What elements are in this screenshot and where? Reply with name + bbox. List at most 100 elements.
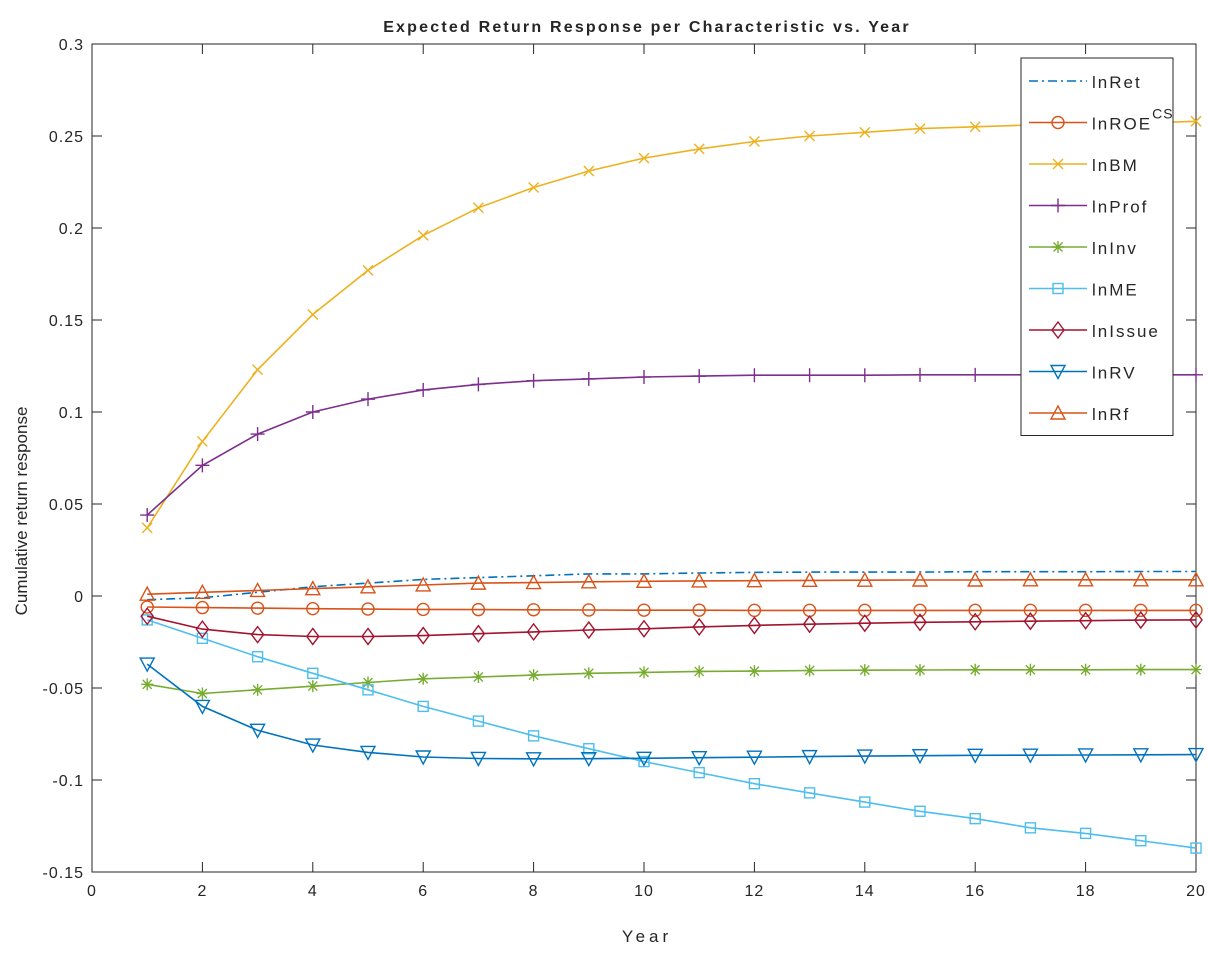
data-point-lnroe xyxy=(968,603,982,618)
data-point-lnme xyxy=(1079,827,1092,840)
data-point-lninv xyxy=(472,670,485,683)
data-point-lnissue xyxy=(250,625,265,644)
legend-marker-lnbm xyxy=(1052,158,1064,170)
data-point-lnbm xyxy=(583,165,595,177)
x-tick-label: 12 xyxy=(745,883,765,900)
data-point-lnroe xyxy=(582,603,596,617)
data-point-lnme xyxy=(914,805,926,817)
data-point-lnrf xyxy=(801,571,818,588)
data-point-lnprof xyxy=(471,377,486,392)
data-point-lninv xyxy=(196,687,209,700)
data-point-lnrf xyxy=(194,583,211,600)
data-point-lninv xyxy=(748,665,761,678)
data-point-lnme xyxy=(748,777,761,790)
x-axis-title: Year xyxy=(622,927,672,946)
data-point-lnprof xyxy=(195,458,210,473)
data-point-lnroe xyxy=(1189,603,1203,618)
series-lnrv xyxy=(139,657,1205,768)
data-point-lnrv xyxy=(249,723,266,739)
data-point-lnrf xyxy=(139,585,156,601)
data-point-lnissue xyxy=(195,619,210,639)
data-point-lnprof xyxy=(747,368,762,383)
y-tick-label: 0 xyxy=(74,589,84,606)
data-point-lnroe xyxy=(306,601,320,616)
y-tick-label: -0.05 xyxy=(43,681,84,698)
data-point-lnrv xyxy=(856,749,873,765)
data-point-lnrf xyxy=(1187,571,1205,587)
data-point-lnrv xyxy=(1022,748,1039,764)
chart-title: Expected Return Response per Characteris… xyxy=(383,19,911,36)
data-point-lnme xyxy=(1024,822,1037,834)
data-point-lnme xyxy=(583,743,595,755)
data-point-lnrv xyxy=(470,751,487,767)
data-point-lnissue xyxy=(857,614,872,633)
data-point-lnbm xyxy=(472,202,484,214)
data-point-lnrf xyxy=(359,578,377,594)
data-point-lnissue xyxy=(637,619,651,638)
data-point-lnroe xyxy=(250,601,265,615)
x-tick-label: 14 xyxy=(855,883,875,900)
x-tick-label: 18 xyxy=(1076,883,1096,900)
data-point-lnroe xyxy=(1023,603,1038,618)
data-point-lnbm xyxy=(417,229,429,241)
data-point-lnme xyxy=(417,700,429,713)
data-point-lnroe xyxy=(526,603,541,617)
legend-label-lnbm: lnBM xyxy=(1092,156,1139,175)
data-point-lninv xyxy=(527,669,540,682)
data-point-lnissue xyxy=(1078,611,1093,630)
data-point-lnprof xyxy=(913,367,927,382)
data-point-lnprof xyxy=(692,369,707,384)
data-point-lnissue xyxy=(692,617,707,637)
data-point-lninv xyxy=(803,664,816,677)
data-point-lninv xyxy=(1079,663,1092,676)
data-point-lnrv xyxy=(746,750,763,766)
legend-marker-lninv xyxy=(1052,241,1064,253)
data-point-lnrv xyxy=(967,748,984,764)
data-point-lnissue xyxy=(968,612,983,631)
series-lnroe xyxy=(140,600,1203,618)
legend-label-lnrv: lnRV xyxy=(1092,364,1137,383)
data-point-lnprof xyxy=(361,392,375,407)
data-point-lnrv xyxy=(415,750,432,766)
legend-label-lnrf: lnRf xyxy=(1092,405,1130,424)
data-point-lnissue xyxy=(361,627,375,646)
data-point-lnrf xyxy=(691,572,708,588)
y-tick-label: -0.15 xyxy=(43,865,84,882)
data-point-lnme xyxy=(362,684,374,696)
data-point-lnme xyxy=(693,766,705,779)
series-line-lnroe xyxy=(147,606,1196,612)
data-point-lnbm xyxy=(1190,115,1202,127)
data-point-lnprof xyxy=(250,427,265,442)
data-point-lnissue xyxy=(747,616,762,635)
data-point-lnprof xyxy=(140,508,155,523)
series-lninv xyxy=(141,663,1202,700)
series-line-lnret xyxy=(147,570,1196,601)
data-point-lnroe xyxy=(361,602,375,616)
data-point-lnbm xyxy=(914,123,926,135)
legend-label-lninv: lnInv xyxy=(1092,239,1138,258)
y-tick-label: 0.15 xyxy=(49,313,84,330)
data-point-lnbm xyxy=(307,308,319,320)
data-point-lnrf xyxy=(415,576,432,592)
data-point-lnissue xyxy=(1023,612,1038,631)
data-point-lninv xyxy=(582,667,595,680)
data-point-lnrf xyxy=(746,572,763,588)
data-point-lnme xyxy=(196,632,209,645)
data-point-lnprof xyxy=(857,368,872,383)
data-point-lnrf xyxy=(525,574,542,590)
x-tick-label: 16 xyxy=(965,883,985,900)
data-point-lnprof xyxy=(802,368,817,383)
data-point-lnrv xyxy=(359,745,377,761)
data-point-lnbm xyxy=(859,126,871,138)
data-point-lnbm xyxy=(693,143,705,155)
series-lnissue xyxy=(140,607,1203,646)
series-lnme xyxy=(141,614,1202,854)
data-point-lnprof xyxy=(305,405,320,419)
data-point-lnrv xyxy=(525,752,542,768)
data-point-lninv xyxy=(858,664,871,677)
data-point-lnissue xyxy=(581,620,596,640)
data-point-lnme xyxy=(1190,842,1202,854)
x-tick-label: 2 xyxy=(197,883,207,900)
data-point-lnroe xyxy=(471,602,486,617)
